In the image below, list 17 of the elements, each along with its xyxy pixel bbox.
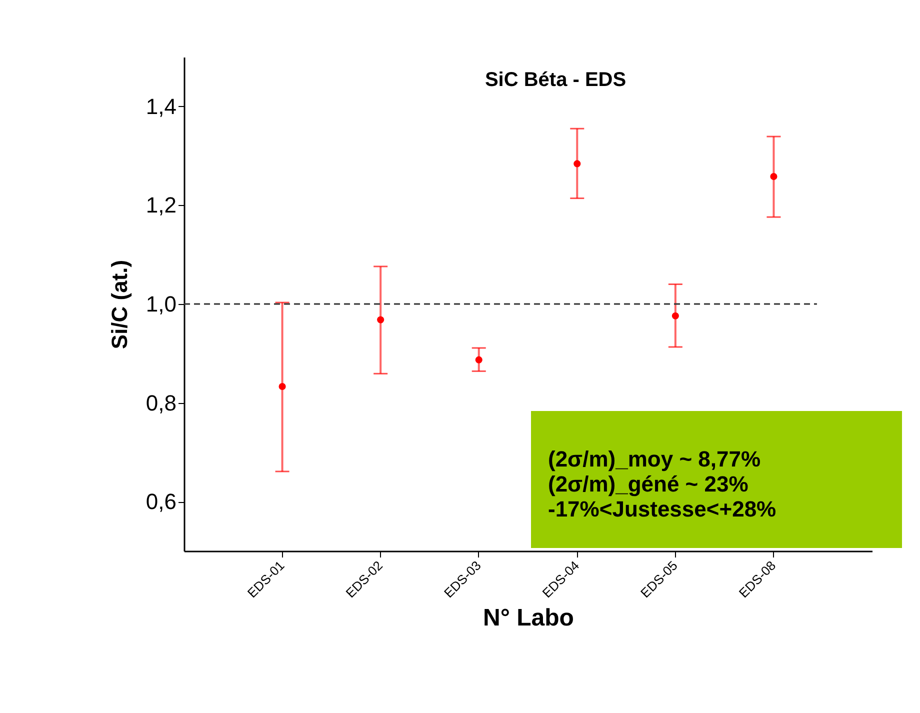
annotation: (2σ/m)_moy ~ 8,77% bbox=[548, 446, 761, 472]
point bbox=[475, 356, 482, 364]
point bbox=[672, 312, 679, 320]
y-tick-label: 0,6 bbox=[146, 489, 176, 514]
point bbox=[278, 382, 286, 390]
point bbox=[770, 173, 778, 180]
x-axis-title: N° Labo bbox=[483, 604, 574, 632]
point bbox=[574, 160, 581, 168]
y-axis-title: Si/C (at.) bbox=[106, 260, 132, 350]
y-tick-label: 1,4 bbox=[146, 94, 176, 119]
text: SiC Béta - EDS bbox=[484, 69, 626, 91]
annotation: -17%<Justesse<+28% bbox=[548, 496, 776, 522]
y-tick-label: 1,2 bbox=[146, 192, 176, 218]
y-tick-label: 0,8 bbox=[146, 390, 176, 416]
y-tick-label: 1,0 bbox=[146, 292, 176, 316]
point bbox=[377, 316, 384, 324]
annotation: (2σ/m)_géné ~ 23% bbox=[548, 472, 748, 496]
